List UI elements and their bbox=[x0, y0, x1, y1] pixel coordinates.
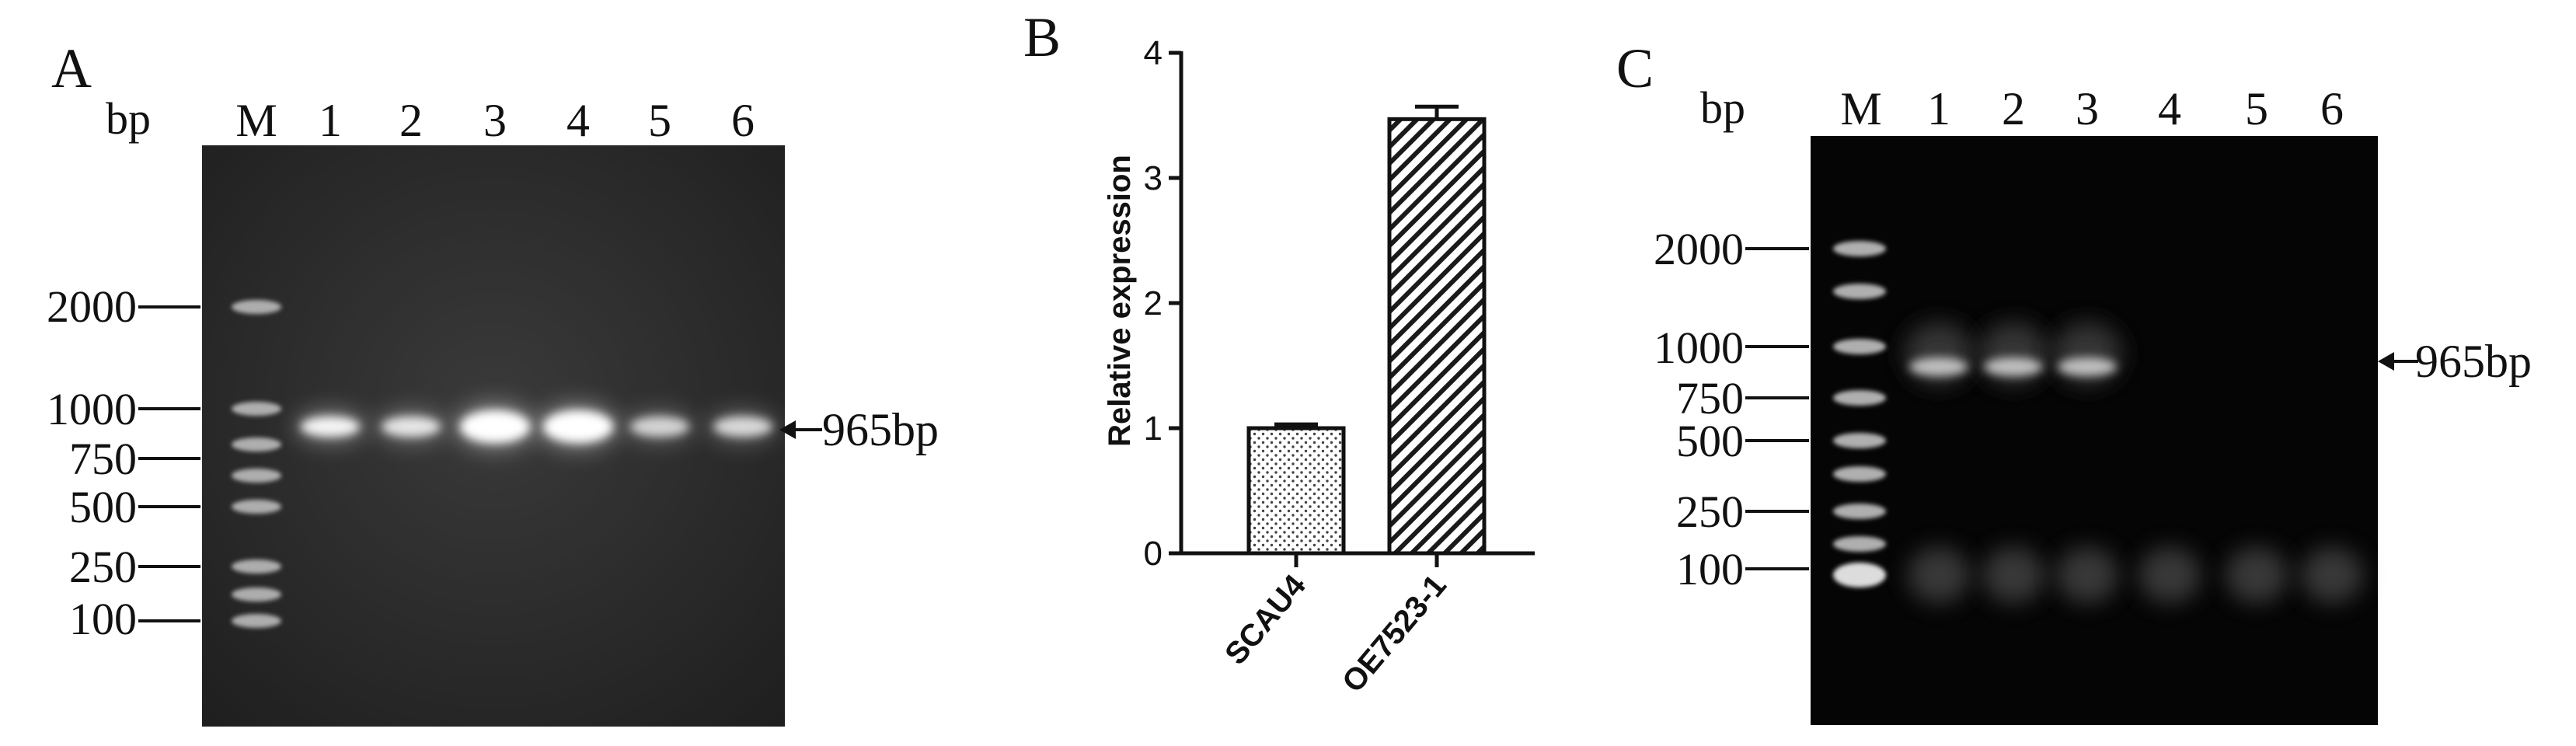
lane-label-1: 1 bbox=[1927, 83, 1950, 134]
primer-smear bbox=[1908, 547, 1970, 603]
ladder-band bbox=[1833, 536, 1886, 552]
ladder-band bbox=[1833, 390, 1886, 406]
primer-smear bbox=[1982, 547, 2044, 603]
sample-band bbox=[543, 410, 613, 443]
x-category-label: OE7523-1 bbox=[1336, 569, 1453, 699]
marker-label-250: 250 bbox=[69, 542, 137, 592]
ladder-band bbox=[232, 560, 281, 573]
lane-label-3: 3 bbox=[483, 95, 507, 146]
marker-label-750: 750 bbox=[1676, 373, 1744, 424]
band-size-label-a: 965bp bbox=[822, 404, 939, 455]
ladder-band bbox=[1833, 241, 1886, 256]
panel-a-letter: A bbox=[51, 37, 92, 99]
y-axis-label: Relative expression bbox=[1103, 155, 1137, 447]
y-tick-label: 0 bbox=[1144, 535, 1163, 573]
panel-b: B Relative expression 0 1 2 3 4 SCAU4 OE7523-… bbox=[1023, 6, 1535, 699]
sample-band bbox=[301, 417, 360, 437]
lane-label-3: 3 bbox=[2076, 83, 2099, 134]
ladder-band bbox=[232, 402, 281, 416]
sample-band bbox=[460, 410, 530, 443]
y-tick-label: 1 bbox=[1144, 410, 1163, 448]
y-tick-label: 3 bbox=[1144, 159, 1163, 197]
panel-a-bp-label: bp bbox=[106, 93, 151, 144]
ladder-band bbox=[1833, 284, 1886, 299]
band-arrow-c bbox=[2378, 352, 2418, 371]
chart-b: 0 1 2 3 4 SCAU4 OE7523-1 bbox=[1144, 34, 1535, 699]
panel-c-letter: C bbox=[1616, 37, 1654, 99]
sample-band bbox=[630, 417, 689, 437]
ladder-band bbox=[1833, 504, 1886, 519]
gel-c-lanes bbox=[1833, 241, 2363, 603]
ladder-band bbox=[232, 614, 281, 628]
marker-label-2000: 2000 bbox=[1654, 224, 1744, 274]
lane-label-6: 6 bbox=[731, 95, 755, 146]
band-size-label-c: 965bp bbox=[2415, 336, 2532, 387]
lane-label-4: 4 bbox=[2158, 83, 2181, 134]
sample-band bbox=[713, 417, 772, 437]
primer-smear bbox=[2139, 547, 2201, 603]
primer-smear bbox=[2301, 547, 2363, 603]
marker-label-100: 100 bbox=[69, 594, 137, 644]
ladder-band bbox=[1833, 433, 1886, 448]
x-category-label: SCAU4 bbox=[1218, 568, 1312, 671]
lane-label-m: M bbox=[235, 95, 277, 146]
ladder-band bbox=[232, 500, 281, 514]
ladder-band bbox=[1833, 339, 1886, 354]
sample-band bbox=[1909, 357, 1968, 376]
marker-label-500: 500 bbox=[1676, 416, 1744, 466]
gel-c-image bbox=[1811, 136, 2378, 725]
lane-label-5: 5 bbox=[2245, 83, 2268, 134]
marker-label-250: 250 bbox=[1676, 486, 1744, 537]
primer-smear bbox=[2226, 547, 2288, 603]
ladder-band bbox=[232, 587, 281, 601]
bar-scau4 bbox=[1246, 426, 1346, 556]
marker-label-1000: 1000 bbox=[1654, 322, 1744, 373]
primer-smear bbox=[2056, 547, 2118, 603]
lane-label-1: 1 bbox=[319, 95, 342, 146]
y-tick-label: 2 bbox=[1144, 284, 1163, 322]
panel-c-bp-label: bp bbox=[1700, 82, 1745, 133]
gel-a-lanes bbox=[232, 300, 779, 628]
lane-label-5: 5 bbox=[648, 95, 671, 146]
ladder-band bbox=[1833, 563, 1886, 587]
ladder-band bbox=[232, 300, 281, 314]
lane-label-2: 2 bbox=[399, 95, 423, 146]
lane-label-6: 6 bbox=[2320, 83, 2344, 134]
ladder-band bbox=[232, 469, 281, 483]
marker-label-500: 500 bbox=[69, 482, 137, 532]
panel-b-letter: B bbox=[1023, 6, 1061, 68]
ladder-band bbox=[232, 437, 281, 451]
sample-band bbox=[2058, 357, 2117, 376]
bar-oe7523-1 bbox=[1387, 117, 1487, 556]
lane-label-2: 2 bbox=[2002, 83, 2025, 134]
marker-label-750: 750 bbox=[69, 434, 137, 484]
lane-label-m: M bbox=[1840, 83, 1881, 134]
marker-label-1000: 1000 bbox=[47, 384, 137, 434]
sample-band bbox=[1984, 357, 2043, 376]
panel-c: C bp M 1 2 3 4 5 6 2000 1000 750 500 250… bbox=[1616, 37, 2532, 725]
marker-label-2000: 2000 bbox=[47, 281, 137, 332]
band-arrow-a bbox=[779, 420, 822, 439]
sample-band bbox=[382, 417, 441, 437]
marker-label-100: 100 bbox=[1676, 544, 1744, 594]
y-tick-label: 4 bbox=[1144, 34, 1163, 72]
lane-label-4: 4 bbox=[566, 95, 590, 146]
ladder-band bbox=[1833, 466, 1886, 482]
panel-a: A bp M 1 2 3 4 5 6 2000 1000 750 500 250… bbox=[47, 37, 939, 727]
